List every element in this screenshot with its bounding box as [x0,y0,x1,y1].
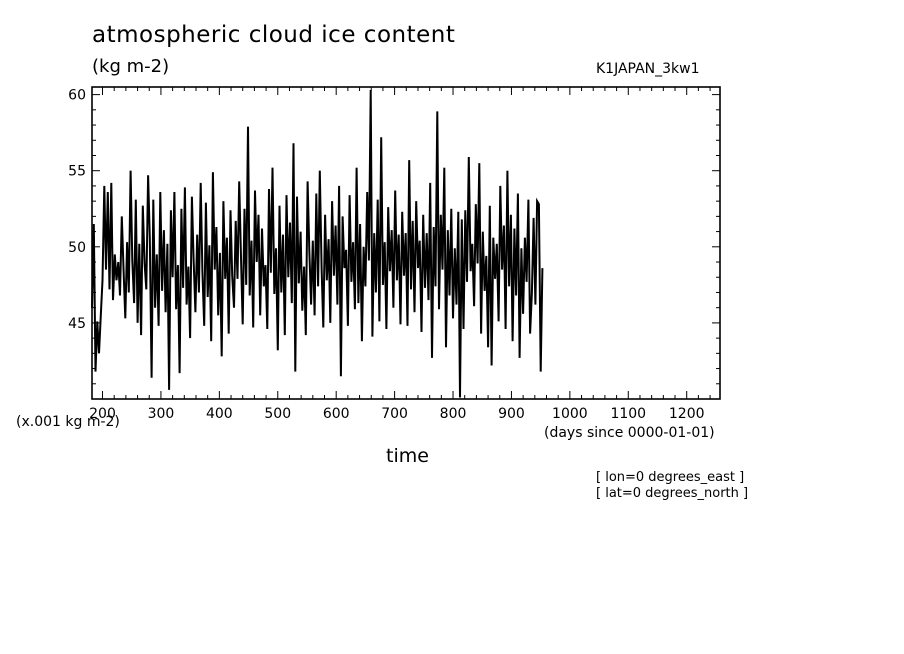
run-label: K1JAPAN_3kw1 [596,61,700,77]
x-tick-label: 200 [89,406,116,422]
x-tick-label: 600 [323,406,350,422]
lon-note: [ lon=0 degrees_east ] [596,470,745,485]
x-tick-label: 900 [498,406,525,422]
x-tick-label: 400 [206,406,233,422]
x-tick-label: 800 [440,406,467,422]
x-tick-label: 700 [381,406,408,422]
x-axis-label: time [386,445,429,467]
plot-frame [91,86,721,400]
chart-title: atmospheric cloud ice content [92,22,456,48]
y-tick-label: 45 [68,316,86,332]
y-tick-label: 55 [68,164,86,180]
lat-note: [ lat=0 degrees_north ] [596,486,749,501]
y-tick-label: 50 [68,240,86,256]
x-tick-label: 1000 [552,406,588,422]
x-tick-label: 300 [148,406,175,422]
y-multiplier-label: (x.001 kg m-2) [16,414,120,430]
x-tick-label: 500 [264,406,291,422]
x-tick-label: 1200 [669,406,705,422]
y-tick-label: 60 [68,88,86,104]
x-tick-label: 1100 [610,406,646,422]
series-line [91,89,544,398]
chart-units-label: (kg m-2) [92,56,170,77]
x-units-label: (days since 0000-01-01) [544,425,715,441]
